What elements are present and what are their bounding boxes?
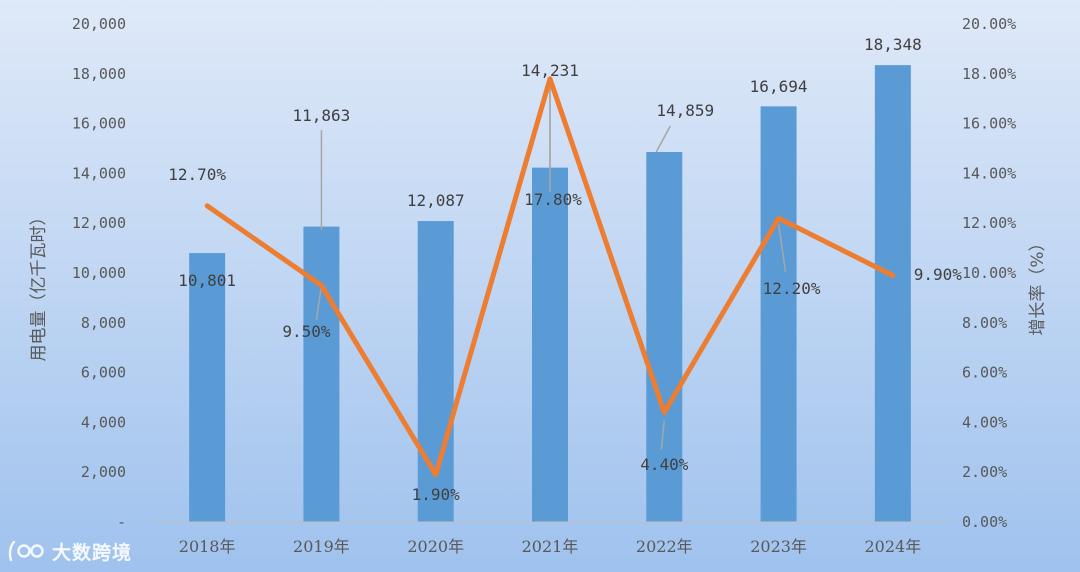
left-tick-label: 16,000 <box>72 115 126 133</box>
category-label: 2024年 <box>864 537 921 556</box>
bar <box>303 226 340 522</box>
right-tick-label: 2.00% <box>962 463 1007 481</box>
left-axis-title: 用电量（亿千瓦时） <box>29 209 49 362</box>
right-tick-label: 12.00% <box>962 214 1016 232</box>
category-label: 2018年 <box>179 537 236 556</box>
bar-value-label: 10,801 <box>178 271 236 290</box>
right-tick-label: 10.00% <box>962 264 1016 282</box>
left-tick-label: 4,000 <box>81 413 126 431</box>
bar-series <box>189 65 911 523</box>
leader-line <box>655 125 671 153</box>
right-tick-label: 18.00% <box>962 65 1016 83</box>
left-tick-label: 14,000 <box>72 164 126 182</box>
category-label: 2022年 <box>636 537 693 556</box>
watermark-text: 大数跨境 <box>52 541 133 564</box>
left-axis-ticks: - 2,000 4,000 6,000 8,000 10,000 12,000 14,000 1… <box>72 15 126 531</box>
left-tick-label: 12,000 <box>72 214 126 232</box>
left-tick-label: 8,000 <box>81 314 126 332</box>
watermark: 大数跨境 <box>8 536 132 566</box>
leader-lines <box>315 78 787 451</box>
bar-value-labels: 10,801 11,863 12,087 14,231 14,859 16,694 18,3… <box>178 35 922 290</box>
left-tick-label: 20,000 <box>72 15 126 33</box>
line-value-label: 9.90% <box>914 265 963 284</box>
category-label: 2023年 <box>750 537 807 556</box>
right-tick-label: 16.00% <box>962 115 1016 133</box>
bar-value-label: 16,694 <box>750 77 808 96</box>
right-tick-label: 20.00% <box>962 15 1016 33</box>
right-tick-label: 0.00% <box>962 513 1007 531</box>
line-value-label: 4.40% <box>640 455 689 474</box>
growth-rate-line <box>204 76 896 478</box>
right-tick-label: 14.00% <box>962 164 1016 182</box>
right-axis-title: 增长率（%） <box>1028 234 1048 335</box>
bar-value-label: 11,863 <box>293 106 351 125</box>
bar <box>760 106 797 522</box>
bar <box>189 253 226 522</box>
bar <box>646 152 683 522</box>
right-tick-label: 8.00% <box>962 314 1007 332</box>
bar-value-label: 12,087 <box>407 191 465 210</box>
line-value-label: 12.70% <box>168 165 226 184</box>
bar-value-label: 14,859 <box>656 101 714 120</box>
left-tick-label: - <box>117 513 126 531</box>
bar <box>532 167 568 522</box>
bar <box>874 65 911 522</box>
logo-icon <box>8 538 46 564</box>
left-tick-label: 2,000 <box>81 463 126 481</box>
category-label: 2021年 <box>522 537 579 556</box>
bar-value-label: 14,231 <box>521 61 579 80</box>
left-tick-label: 18,000 <box>72 65 126 83</box>
line-value-label: 17.80% <box>524 190 582 209</box>
line-value-labels: 12.70% 9.50% 1.90% 17.80% 4.40% 12.20% 9.90% <box>168 165 962 504</box>
category-label: 2020年 <box>407 537 464 556</box>
line-value-label: 9.50% <box>282 322 331 341</box>
line-value-label: 12.20% <box>763 279 821 298</box>
bar-value-label: 18,348 <box>864 35 922 54</box>
right-tick-label: 6.00% <box>962 364 1007 382</box>
category-label: 2019年 <box>293 537 350 556</box>
leader-line <box>315 285 323 321</box>
left-tick-label: 10,000 <box>72 264 126 282</box>
category-labels: 2018年 2019年 2020年 2021年 2022年 2023年 2024年 <box>179 537 921 556</box>
line-value-label: 1.90% <box>412 485 461 504</box>
right-tick-label: 4.00% <box>962 413 1007 431</box>
leader-line <box>777 224 787 273</box>
right-axis-ticks: 0.00% 2.00% 4.00% 6.00% 8.00% 10.00% 12.00% 14.… <box>962 15 1016 531</box>
left-tick-label: 6,000 <box>81 364 126 382</box>
leader-line <box>660 420 666 451</box>
